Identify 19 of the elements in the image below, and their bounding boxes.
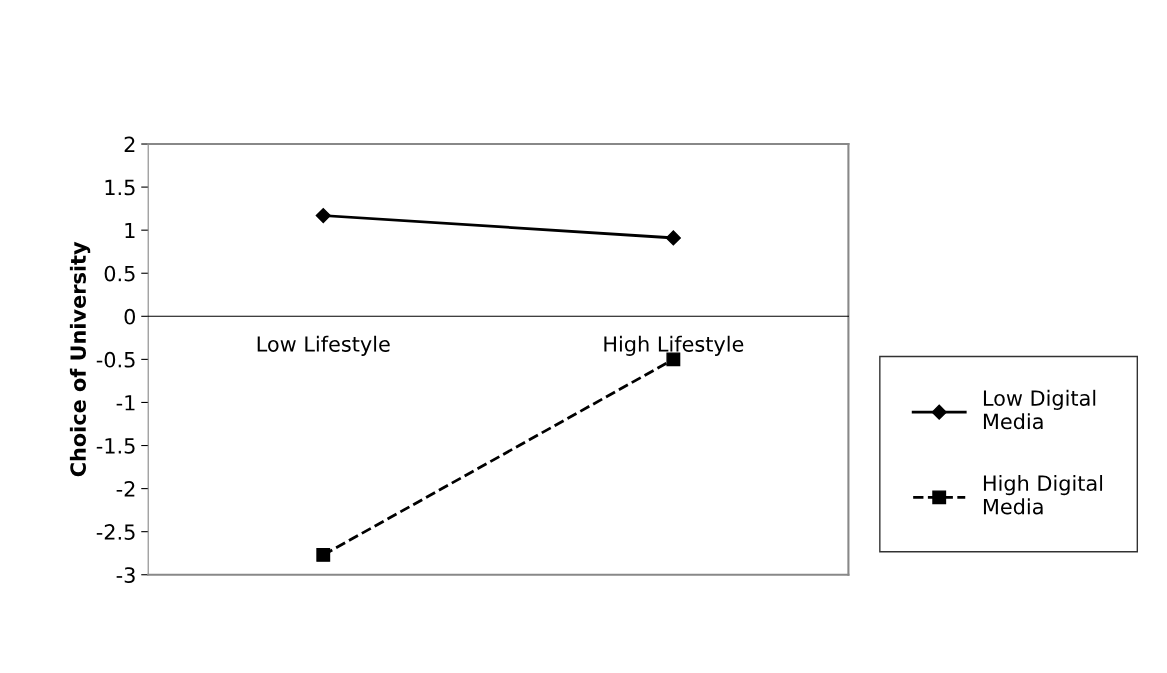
- legend-label: Low Digital Media: [983, 389, 1096, 430]
- y-tick-label: -1: [116, 395, 135, 411]
- y-tick-label: 1: [125, 222, 135, 239]
- x-tick-label: High Lifestyle: [604, 335, 744, 356]
- legend-label: High Digital Media: [983, 474, 1103, 515]
- y-tick-label: -0.5: [96, 351, 135, 368]
- y-tick-label: -2.5: [96, 524, 135, 540]
- point: [316, 547, 331, 562]
- y-tick-label: 1.5: [105, 179, 135, 196]
- point: [315, 207, 331, 224]
- y-tick-label: 2: [124, 136, 135, 152]
- y-tick-label: -1.5: [96, 438, 135, 454]
- y-axis-title: Choice of University: [69, 241, 91, 477]
- x-tick-label: Low Lifestyle: [257, 335, 390, 356]
- y-tick-label: -3: [116, 567, 135, 583]
- y-tick-label: -2: [116, 481, 135, 497]
- point: [665, 230, 681, 246]
- y-tick-label: 0.5: [104, 265, 135, 282]
- y-tick-label: 0: [124, 308, 136, 325]
